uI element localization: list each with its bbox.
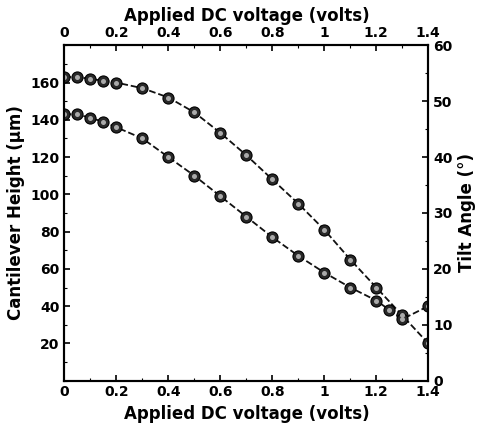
Y-axis label: Cantilever Height (μm): Cantilever Height (μm) <box>7 105 25 320</box>
X-axis label: Applied DC voltage (volts): Applied DC voltage (volts) <box>124 405 369 423</box>
Y-axis label: Tilt Angle (°): Tilt Angle (°) <box>458 154 476 273</box>
X-axis label: Applied DC voltage (volts): Applied DC voltage (volts) <box>124 7 369 25</box>
